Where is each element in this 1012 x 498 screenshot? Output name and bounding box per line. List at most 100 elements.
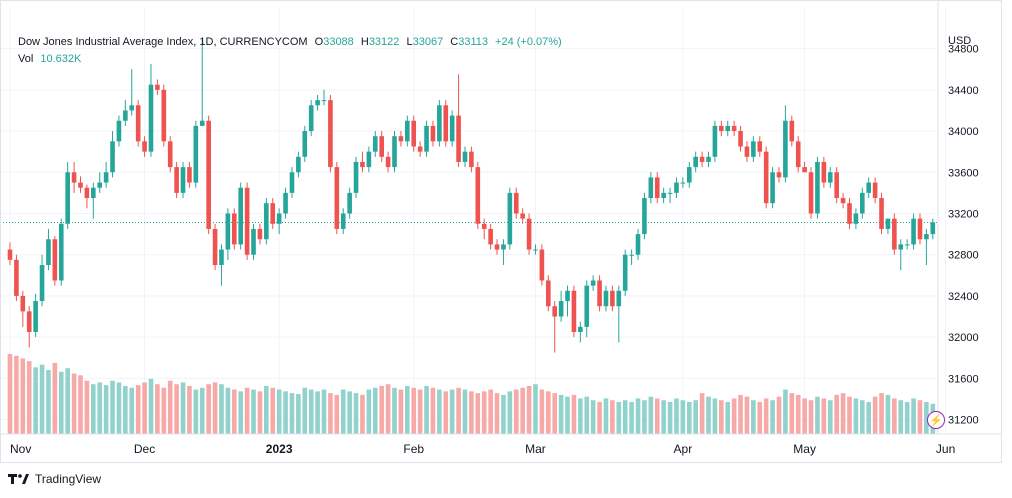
volume-bar <box>879 393 884 434</box>
candle-body <box>142 141 147 152</box>
candle-body <box>14 259 19 296</box>
candle-body <box>155 84 160 90</box>
candle-body <box>712 125 718 157</box>
candle-body <box>751 141 756 157</box>
candle-body <box>597 280 602 307</box>
candle-body <box>148 84 154 152</box>
candle-body <box>26 311 32 332</box>
volume-bar <box>26 361 32 434</box>
volume-bar <box>411 387 417 434</box>
volume-bar <box>539 389 545 434</box>
volume-bar <box>911 398 916 434</box>
candle-body <box>834 172 839 199</box>
y-tick-label: 33600 <box>948 167 979 179</box>
volume-bar <box>328 393 333 434</box>
candle-body <box>776 172 782 178</box>
legend-low-label: L <box>406 36 413 48</box>
legend-high-value: 33122 <box>368 36 400 48</box>
candle-body <box>206 120 211 229</box>
alert-badge-icon[interactable]: ⚡ <box>927 411 945 429</box>
volume-bar <box>123 386 128 434</box>
volume-bar <box>385 384 391 434</box>
y-tick-label: 31600 <box>948 373 979 385</box>
volume-bar <box>219 384 224 434</box>
volume-bar <box>776 396 782 434</box>
candle-body <box>661 192 666 199</box>
volume-bar <box>52 362 58 434</box>
volume-bar <box>552 393 558 434</box>
y-tick-label: 32800 <box>948 250 979 262</box>
volume-bar <box>494 393 500 434</box>
legend-volume: Vol 10.632K <box>18 53 85 65</box>
volume-bar <box>680 400 686 434</box>
volume-bar <box>469 391 474 434</box>
candle-body <box>892 218 897 250</box>
volume-bar <box>648 396 654 434</box>
candle-body <box>693 156 698 168</box>
candle-body <box>308 105 314 132</box>
volume-bar <box>65 368 70 434</box>
volume-bar <box>827 400 833 434</box>
volume-bar <box>257 391 263 434</box>
volume-bar <box>558 394 564 434</box>
candle-body <box>251 228 256 255</box>
candle-body <box>622 254 628 291</box>
volume-bar <box>898 400 904 434</box>
candle-body <box>353 161 359 193</box>
chart-border <box>0 0 1002 463</box>
y-tick-label: 32000 <box>948 332 979 344</box>
volume-bar <box>347 391 352 434</box>
volume-bar <box>270 387 276 434</box>
volume-bar <box>405 386 410 434</box>
candle-body <box>283 192 288 214</box>
candle-body <box>533 249 538 251</box>
candle-body <box>129 105 135 111</box>
legend-open-label: O <box>314 36 324 48</box>
volume-bar <box>91 384 96 434</box>
candle-body <box>879 198 884 229</box>
candle-body <box>328 100 333 168</box>
candle-body <box>449 115 455 142</box>
volume-bar <box>520 387 525 434</box>
volume-bar <box>238 391 244 434</box>
volume-bar <box>565 396 570 434</box>
x-tick-label: Jun <box>936 442 955 456</box>
candle-body <box>20 295 26 312</box>
volume-bar <box>302 387 308 434</box>
volume-bar <box>513 389 519 434</box>
candle-body <box>815 161 820 214</box>
x-tick-label: Feb <box>403 442 424 456</box>
volume-bar <box>187 386 192 434</box>
volume-bar <box>366 389 372 434</box>
tradingview-footer[interactable]: TradingView <box>8 472 101 486</box>
candle-body <box>789 120 795 142</box>
volume-bar <box>276 389 282 434</box>
volume-bar <box>20 358 26 434</box>
volume-bar <box>892 398 897 434</box>
candle-body <box>501 244 506 250</box>
volume-bar <box>770 400 775 434</box>
volume-bar <box>308 389 314 434</box>
candle-body <box>443 105 449 142</box>
volume-bar <box>719 400 724 434</box>
volume-bar <box>462 389 468 434</box>
candle-body <box>187 167 192 183</box>
candle-body <box>174 167 179 193</box>
volume-bar <box>39 364 45 434</box>
candle-body <box>219 249 224 266</box>
candle-body <box>296 156 301 173</box>
volume-bar <box>449 389 455 434</box>
volume-bar <box>398 389 404 434</box>
candle-body <box>238 187 244 245</box>
volume-bar <box>533 384 538 434</box>
y-tick-label: 34800 <box>948 44 979 56</box>
candle-body <box>270 203 276 224</box>
y-tick-label: 33200 <box>948 208 979 220</box>
volume-bar <box>167 380 173 434</box>
legend-ohlc: Dow Jones Industrial Average Index, 1D, … <box>18 36 566 48</box>
candle-body <box>590 280 596 286</box>
candle-body <box>738 131 743 147</box>
y-tick-label: 31200 <box>948 415 979 427</box>
volume-bar <box>437 389 442 434</box>
